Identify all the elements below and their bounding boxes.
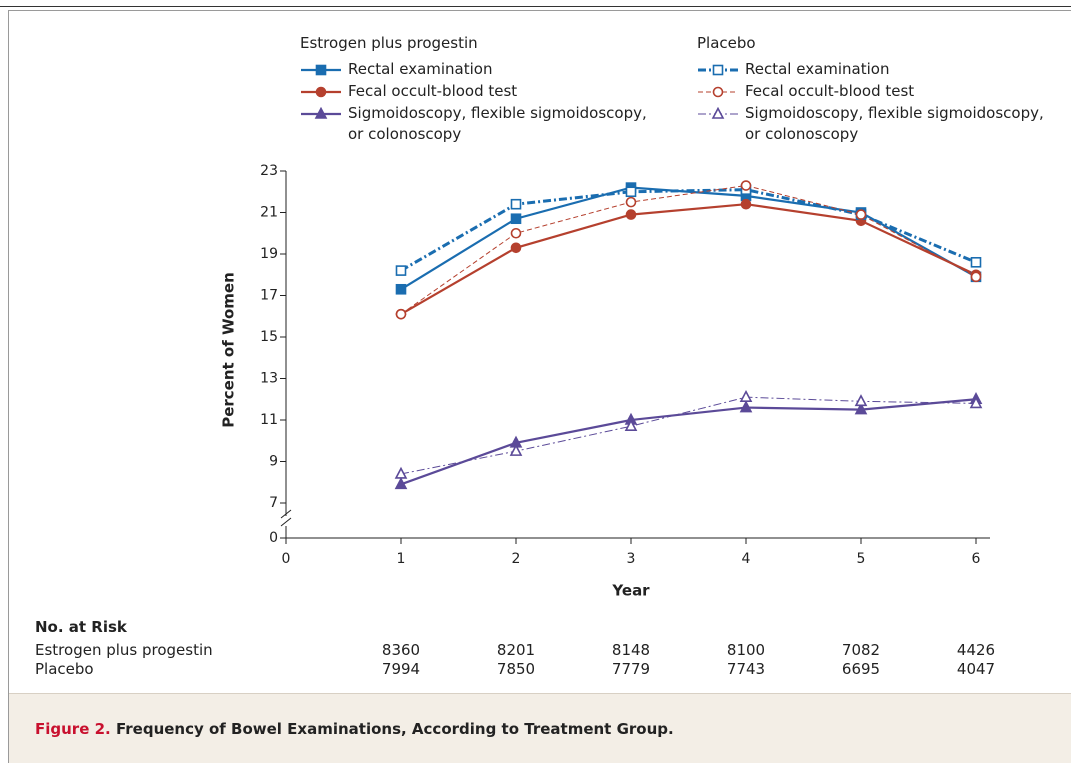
- marker: [395, 283, 407, 295]
- y-tick-label: 15: [260, 329, 278, 345]
- series-line: [400, 396, 977, 475]
- risk-value: 6695: [841, 660, 881, 678]
- risk-value: 7850: [496, 660, 536, 678]
- marker: [624, 419, 638, 432]
- risk-value: 7779: [611, 660, 651, 678]
- series-line: [400, 186, 977, 291]
- legend-marker: [712, 64, 724, 76]
- figure-panel: [8, 10, 1071, 763]
- marker: [509, 443, 523, 456]
- marker: [625, 196, 637, 208]
- risk-value: 8201: [496, 641, 536, 659]
- risk-value: 7743: [726, 660, 766, 678]
- marker: [854, 394, 868, 407]
- marker: [854, 402, 868, 415]
- x-tick-label: 3: [627, 551, 636, 567]
- legend-title: Placebo: [697, 34, 756, 52]
- risk-value: 8100: [726, 641, 766, 659]
- legend-label: Sigmoidoscopy, flexible sigmoidoscopy, o…: [348, 104, 647, 143]
- legend-label: Fecal occult-blood test: [745, 82, 915, 100]
- legend-swatch: [698, 64, 738, 76]
- x-tick-label: 6: [972, 551, 981, 567]
- legend-label: Sigmoidoscopy, flexible sigmoidoscopy, o…: [745, 104, 1044, 143]
- caption-text: Frequency of Bowel Examinations, Accordi…: [115, 720, 674, 738]
- marker: [855, 209, 867, 220]
- marker: [625, 209, 637, 220]
- chart: Percent of Women Year 079111315171921230…: [220, 163, 990, 600]
- marker: [395, 308, 407, 320]
- caption-bar: [9, 693, 1071, 763]
- marker: [739, 389, 753, 402]
- marker: [395, 265, 407, 276]
- risk-value: 7994: [381, 660, 421, 678]
- marker: [394, 477, 408, 490]
- y-axis-label: Percent of Women: [220, 272, 238, 428]
- legend-marker: [315, 86, 327, 98]
- legend-marker: [314, 107, 328, 119]
- legend-swatch: [301, 107, 341, 119]
- legend-swatch: [698, 107, 738, 119]
- legend-swatch: [301, 64, 341, 76]
- marker: [970, 256, 982, 268]
- legend-title: Estrogen plus progestin: [300, 34, 478, 52]
- marker: [625, 186, 637, 198]
- marker: [510, 227, 522, 239]
- series-line: [400, 398, 977, 486]
- risk-value: 4047: [956, 660, 996, 678]
- marker: [739, 400, 753, 413]
- legend-marker: [315, 64, 327, 76]
- risk-value: 8360: [381, 641, 421, 659]
- legend-swatch: [301, 86, 341, 98]
- risk-value: 8148: [611, 641, 651, 659]
- y-tick-label: 11: [260, 412, 278, 428]
- marker: [510, 198, 522, 210]
- x-axis-label: Year: [611, 582, 650, 600]
- risk-title: No. at Risk: [35, 618, 127, 636]
- legend-label: Rectal examination: [745, 60, 890, 78]
- axis-break: [280, 517, 292, 527]
- legend-label: Rectal examination: [348, 60, 493, 78]
- risk-value: 7082: [841, 641, 881, 659]
- marker: [394, 466, 408, 479]
- y-tick-label: 9: [269, 454, 278, 470]
- axis-break: [280, 509, 292, 519]
- rule: [0, 6, 1071, 7]
- marker: [740, 180, 752, 191]
- x-tick-label: 1: [397, 551, 406, 567]
- x-tick-label: 4: [742, 551, 751, 567]
- y-tick-label: 21: [260, 205, 278, 221]
- x-tick-label: 5: [857, 551, 866, 567]
- legend-marker: [711, 107, 725, 119]
- series-line: [400, 188, 977, 272]
- marker: [969, 396, 983, 409]
- caption: Figure 2. Frequency of Bowel Examination…: [35, 720, 674, 738]
- legend-swatch: [698, 86, 738, 98]
- risk-row-label: Placebo: [35, 660, 94, 678]
- series-line: [400, 185, 977, 315]
- legend-marker: [712, 86, 724, 98]
- y-tick-label: 0: [269, 530, 278, 546]
- x-tick-label: 2: [512, 551, 521, 567]
- risk-value: 4426: [956, 641, 996, 659]
- marker: [510, 213, 522, 225]
- y-tick-label: 19: [260, 246, 278, 262]
- y-tick-label: 23: [260, 163, 278, 179]
- y-tick-label: 7: [269, 495, 278, 511]
- x-tick-label: 0: [282, 551, 291, 567]
- caption-label: Figure 2.: [35, 720, 111, 738]
- y-tick-label: 13: [260, 371, 278, 387]
- marker: [740, 198, 752, 210]
- y-tick-label: 17: [260, 288, 278, 304]
- legend-label: Fecal occult-blood test: [348, 82, 518, 100]
- series-line: [400, 203, 977, 316]
- risk-row-label: Estrogen plus progestin: [35, 641, 213, 659]
- marker: [970, 271, 982, 283]
- marker: [510, 242, 522, 254]
